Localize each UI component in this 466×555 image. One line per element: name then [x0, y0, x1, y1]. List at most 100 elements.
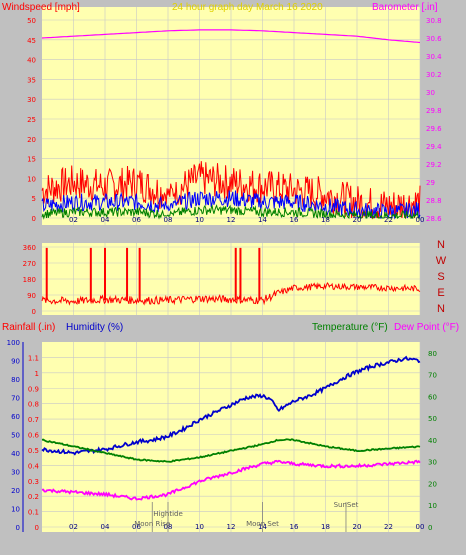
compass-label: N	[437, 303, 445, 315]
temp-tick-label: 50	[428, 415, 437, 423]
x-tick-label: 10	[195, 523, 204, 531]
humidity-tick-label: 60	[11, 413, 20, 421]
x-tick-label: 10	[195, 216, 204, 224]
humidity-line	[41, 355, 421, 456]
x-tick-label: 20	[353, 523, 362, 531]
y-tick-label: 360	[23, 244, 36, 252]
rain-tick-label: 0.9	[28, 385, 39, 393]
y2-tick-label: 30.8	[426, 17, 442, 25]
y2-tick-label: 30	[426, 89, 435, 97]
temp-tick-label: 70	[428, 372, 437, 380]
humidity-tick-label: 30	[11, 469, 20, 477]
wind-axis-title: Windspeed [mph]	[2, 2, 80, 13]
event-label: SunSet	[334, 501, 359, 509]
humidity-tick-label: 10	[11, 506, 20, 514]
rain-tick-label: 0.7	[28, 416, 39, 424]
compass-label: E	[437, 287, 444, 299]
rain-tick-label: 1.1	[28, 354, 39, 362]
temperature-axis-title: Temperature (°F)	[312, 322, 388, 333]
y2-tick-label: 30.4	[426, 53, 442, 61]
y2-tick-label: 30.6	[426, 35, 442, 43]
humidity-tick-label: 50	[11, 432, 20, 440]
x-tick-label: 02	[69, 523, 78, 531]
rain-tick-label: 0.5	[28, 447, 39, 455]
x-tick-label: 00	[416, 216, 425, 224]
temp-tick-label: 0	[428, 524, 432, 532]
compass-label: N	[437, 239, 445, 251]
x-tick-label: 00	[416, 523, 425, 531]
humidity-tick-label: 90	[11, 358, 20, 366]
temp-tick-label: 20	[428, 480, 437, 488]
x-tick-label: 22	[384, 216, 393, 224]
wind-direction-line	[41, 282, 421, 306]
rain-tick-label: 0.4	[28, 462, 40, 470]
x-tick-label: 04	[101, 216, 110, 224]
humidity-tick-label: 0	[16, 524, 20, 532]
x-tick-label: 12	[227, 216, 236, 224]
y-tick-label: 0	[32, 215, 36, 223]
x-tick-label: 18	[321, 216, 330, 224]
rain-tick-label: 0.6	[28, 432, 40, 440]
dewpoint-line	[41, 459, 421, 501]
graph-title: 24 hour graph day March 16 2020	[172, 2, 323, 13]
humidity-tick-label: 100	[7, 339, 20, 347]
humidity-tick-label: 20	[11, 487, 20, 495]
y2-tick-label: 29.6	[426, 125, 442, 133]
y-tick-label: 40	[27, 57, 36, 65]
humidity-tick-label: 40	[11, 450, 20, 458]
event-label: Moon Set	[246, 520, 279, 528]
x-tick-label: 14	[258, 216, 267, 224]
y2-tick-label: 30.2	[426, 71, 442, 79]
y-tick-label: 50	[27, 17, 36, 25]
y2-tick-label: 29.4	[426, 143, 442, 151]
event-label: Hightide	[153, 510, 183, 518]
humidity-axis-title: Humidity (%)	[66, 322, 123, 333]
temperature-line	[41, 438, 421, 463]
y-tick-label: 90	[27, 292, 36, 300]
x-tick-label: 02	[69, 216, 78, 224]
y-tick-label: 15	[27, 156, 36, 164]
x-tick-label: 22	[384, 523, 393, 531]
y-tick-label: 45	[27, 37, 36, 45]
rainfall-axis-title: Rainfall (.in)	[2, 322, 55, 333]
event-label: Moon Rise	[134, 520, 170, 528]
compass-label: S	[437, 271, 444, 283]
temp-tick-label: 60	[428, 393, 437, 401]
x-tick-label: 16	[290, 523, 299, 531]
temp-tick-label: 10	[428, 502, 437, 510]
x-tick-label: 20	[353, 216, 362, 224]
rain-tick-label: 0.1	[28, 509, 39, 517]
y-tick-label: 5	[32, 195, 36, 203]
y2-tick-label: 28.6	[426, 215, 442, 223]
x-tick-label: 08	[164, 216, 173, 224]
x-tick-label: 04	[101, 523, 110, 531]
temp-tick-label: 40	[428, 437, 437, 445]
rain-tick-label: 0.3	[28, 478, 39, 486]
y-tick-label: 0	[32, 308, 36, 316]
barometer-line	[41, 29, 421, 44]
wind-series-line	[41, 204, 420, 220]
y2-tick-label: 28.8	[426, 197, 442, 205]
x-tick-label: 06	[132, 523, 141, 531]
y2-tick-label: 29	[426, 179, 435, 187]
x-tick-label: 06	[132, 216, 141, 224]
dewpoint-axis-title: Dew Point (°F)	[394, 322, 459, 333]
y-tick-label: 25	[27, 116, 36, 124]
y2-tick-label: 29.8	[426, 107, 442, 115]
rain-tick-label: 0.8	[28, 401, 39, 409]
rain-tick-label: 0	[35, 524, 39, 532]
rain-tick-label: 1	[35, 370, 39, 378]
humidity-tick-label: 70	[11, 395, 20, 403]
y-tick-label: 20	[27, 136, 36, 144]
barometer-axis-title: Barometer [.in]	[372, 2, 438, 13]
wind-series-line	[41, 190, 421, 220]
y-tick-label: 10	[27, 175, 36, 183]
x-tick-label: 18	[321, 523, 330, 531]
y-tick-label: 35	[27, 76, 36, 84]
y2-tick-label: 29.2	[426, 161, 442, 169]
temp-tick-label: 30	[428, 459, 437, 467]
y-tick-label: 180	[23, 276, 36, 284]
rain-tick-label: 0.2	[28, 493, 39, 501]
